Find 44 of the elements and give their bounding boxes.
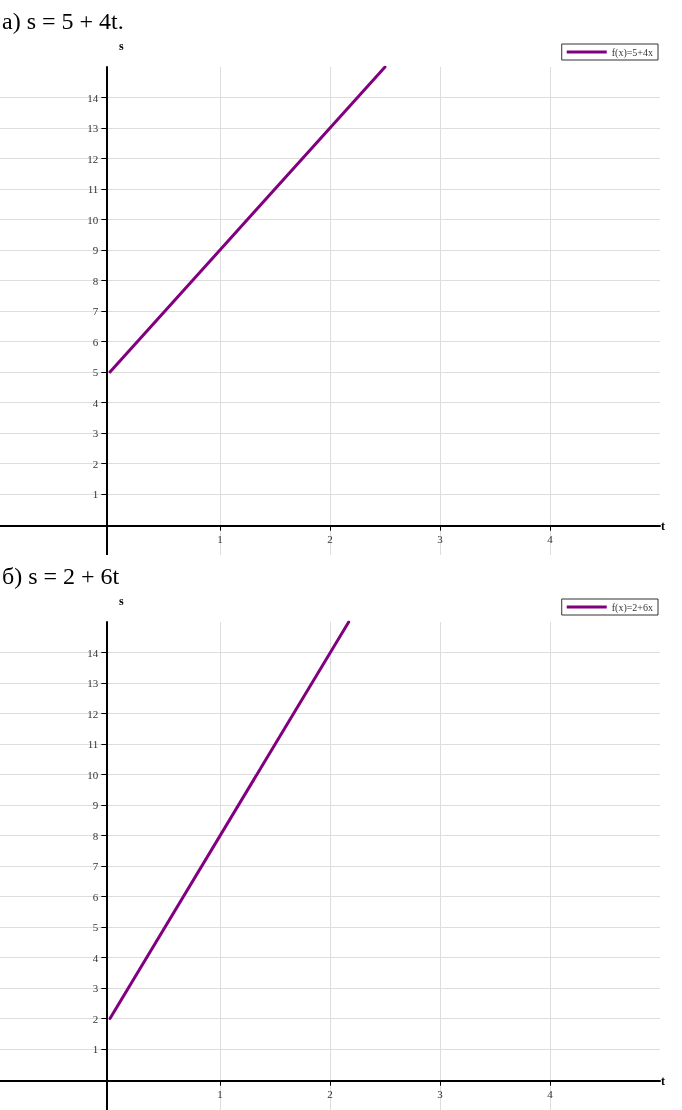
chart-title: б) s = 2 + 6t [2, 563, 120, 590]
y-tick-label: 11 [87, 738, 99, 750]
y-tick-label: 10 [87, 768, 99, 781]
y-tick-label: 14 [87, 91, 99, 104]
chart-title: а) s = 5 + 4t. [2, 8, 124, 35]
x-axis-title: t [661, 518, 665, 533]
legend-label: f(x)=2+6x [611, 601, 654, 614]
x-tick-label: 4 [547, 1088, 554, 1101]
y-tick-label: 5 [92, 921, 99, 933]
y-tick-label: 7 [92, 305, 99, 317]
y-tick-label: 13 [87, 677, 99, 689]
y-tick-label: 10 [87, 213, 99, 226]
y-tick-label: 2 [92, 457, 99, 470]
x-tick-label: 3 [437, 533, 444, 546]
x-tick-label: 4 [547, 533, 554, 546]
x-tick-label: 1 [217, 533, 223, 546]
legend-label: f(x)=5+4x [611, 46, 654, 59]
y-tick-label: 6 [92, 335, 99, 348]
y-tick-label: 12 [87, 152, 99, 165]
x-tick-label: 2 [327, 533, 333, 546]
y-tick-label: 13 [87, 122, 99, 134]
x-tick-label: 3 [437, 1088, 444, 1101]
y-tick-label: 4 [92, 396, 99, 409]
y-tick-label: 5 [92, 366, 99, 378]
y-tick-label: 12 [87, 707, 99, 720]
x-axis-title: t [661, 1073, 665, 1088]
y-tick-label: 4 [92, 951, 99, 964]
x-tick-label: 2 [327, 1088, 333, 1101]
y-tick-label: 1 [92, 488, 99, 500]
y-tick-label: 9 [92, 799, 99, 811]
y-tick-label: 3 [92, 982, 99, 994]
y-tick-label: 8 [92, 274, 99, 287]
y-tick-label: 2 [92, 1012, 99, 1025]
y-tick-label: 11 [87, 183, 99, 195]
y-tick-label: 1 [92, 1043, 99, 1055]
y-tick-label: 6 [92, 890, 99, 903]
y-tick-label: 8 [92, 829, 99, 842]
y-axis-title: s [119, 39, 124, 53]
y-tick-label: 14 [87, 646, 99, 659]
y-tick-label: 9 [92, 244, 99, 256]
x-tick-label: 1 [217, 1088, 223, 1101]
y-tick-label: 7 [92, 860, 99, 872]
y-tick-label: 3 [92, 427, 99, 439]
y-axis-title: s [119, 594, 124, 608]
